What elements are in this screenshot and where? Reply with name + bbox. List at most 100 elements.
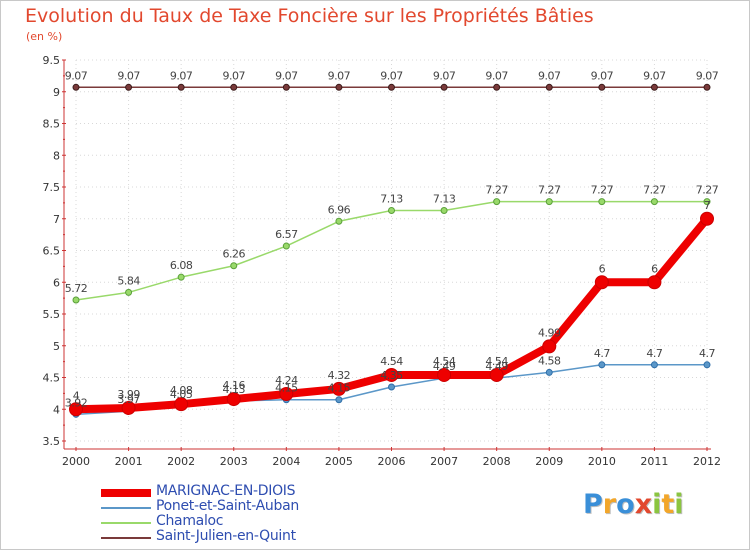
- series-point-2: [125, 288, 133, 296]
- data-label-2: 5.72: [65, 282, 88, 295]
- series-point-2: [230, 262, 238, 270]
- data-label-0: 4.54: [380, 355, 403, 368]
- data-label-3: 9.07: [643, 69, 666, 82]
- x-tick-label: 2005: [325, 455, 353, 468]
- x-tick-label: 2007: [430, 455, 458, 468]
- y-tick-label: 9.5: [43, 54, 61, 67]
- data-label-3: 9.07: [696, 69, 719, 82]
- logo-letter: i: [674, 489, 684, 520]
- y-tick-label: 8.5: [43, 118, 61, 131]
- series-point-3: [388, 83, 395, 91]
- x-tick-label: 2003: [220, 455, 248, 468]
- data-label-3: 9.07: [538, 69, 561, 82]
- data-label-1: 4.7: [699, 347, 715, 360]
- series-point-2: [440, 206, 448, 214]
- logo-letter: r: [602, 489, 617, 520]
- x-tick-label: 2011: [640, 455, 668, 468]
- data-label-3: 9.07: [328, 69, 351, 82]
- data-label-3: 9.07: [275, 69, 298, 82]
- x-tick-label: 2010: [588, 455, 616, 468]
- legend-swatch: [101, 489, 151, 497]
- series-point-0: [174, 397, 189, 412]
- y-tick-label: 4.5: [43, 372, 61, 385]
- data-label-3: 9.07: [485, 69, 508, 82]
- series-point-2: [388, 206, 395, 214]
- proxiti-logo: Proxiti: [583, 489, 684, 520]
- y-tick-label: 9: [53, 86, 60, 99]
- series-point-0: [700, 211, 714, 226]
- series-point-3: [72, 83, 80, 91]
- series-point-0: [121, 400, 136, 415]
- data-label-2: 6.57: [275, 228, 298, 241]
- series-point-0: [331, 381, 346, 396]
- chart-title: Evolution du Taux de Taxe Foncière sur l…: [25, 5, 594, 27]
- y-tick-label: 6.5: [43, 245, 61, 258]
- legend-swatch: [101, 507, 151, 509]
- data-label-3: 9.07: [117, 69, 140, 82]
- data-label-0: 4.99: [538, 326, 561, 339]
- legend-swatch: [101, 537, 151, 539]
- series-point-0: [384, 367, 399, 382]
- data-label-0: 6: [599, 262, 606, 275]
- series-point-3: [545, 83, 553, 91]
- y-tick-label: 5: [53, 340, 60, 353]
- data-label-1: 4.35: [380, 369, 403, 382]
- data-label-2: 6.08: [170, 259, 193, 272]
- data-label-1: 4.7: [594, 347, 610, 360]
- series-point-1: [545, 368, 553, 376]
- data-label-3: 9.07: [170, 69, 193, 82]
- x-tick-label: 2008: [483, 455, 511, 468]
- series-point-3: [440, 83, 448, 91]
- data-label-3: 9.07: [380, 69, 403, 82]
- data-label-3: 9.07: [433, 69, 456, 82]
- logo-letter: i: [652, 489, 662, 520]
- data-label-1: 4.49: [433, 360, 456, 373]
- series-point-1: [598, 361, 606, 369]
- data-label-1: 3.97: [117, 393, 140, 406]
- series-point-0: [226, 392, 241, 407]
- data-label-2: 7.27: [485, 184, 508, 197]
- data-label-2: 7.27: [696, 184, 719, 197]
- legend-label: Saint-Julien-en-Quint: [156, 528, 296, 544]
- data-label-0: 4.08: [170, 384, 193, 397]
- data-label-0: 4.32: [328, 369, 351, 382]
- x-tick-label: 2012: [693, 455, 721, 468]
- legend-label: Ponet-et-Saint-Auban: [156, 498, 299, 514]
- data-label-1: 4.49: [485, 360, 508, 373]
- legend-label: Chamaloc: [156, 513, 224, 529]
- series-point-3: [650, 83, 658, 91]
- series-point-3: [703, 83, 711, 91]
- y-tick-label: 4: [53, 403, 60, 416]
- y-tick-label: 7: [53, 213, 60, 226]
- series-point-2: [493, 198, 501, 206]
- series-point-2: [545, 198, 553, 206]
- series-point-1: [650, 361, 658, 369]
- series-point-3: [230, 83, 238, 91]
- series-point-3: [493, 83, 501, 91]
- data-label-0: 3.99: [117, 388, 140, 401]
- series-point-2: [72, 296, 80, 304]
- series-point-1: [388, 383, 395, 391]
- data-label-1: 3.92: [65, 396, 88, 409]
- x-tick-label: 2002: [167, 455, 195, 468]
- logo-letter: x: [634, 489, 653, 520]
- series-point-0: [437, 367, 452, 382]
- series-point-1: [335, 396, 343, 404]
- logo-letter: o: [616, 489, 635, 520]
- data-label-2: 7.13: [433, 192, 456, 205]
- series-point-0: [542, 339, 557, 354]
- data-label-1: 4.7: [646, 347, 662, 360]
- data-label-0: 4.54: [485, 355, 508, 368]
- x-tick-label: 2000: [62, 455, 90, 468]
- series-point-1: [703, 361, 711, 369]
- legend-label: MARIGNAC-EN-DIOIS: [156, 483, 296, 499]
- series-point-3: [177, 83, 185, 91]
- series-point-0: [279, 387, 294, 402]
- data-label-0: 6: [651, 262, 658, 275]
- data-label-1: 4.13: [223, 383, 246, 396]
- data-label-0: 7: [704, 199, 711, 212]
- data-label-2: 7.27: [591, 184, 614, 197]
- x-tick-label: 2006: [378, 455, 406, 468]
